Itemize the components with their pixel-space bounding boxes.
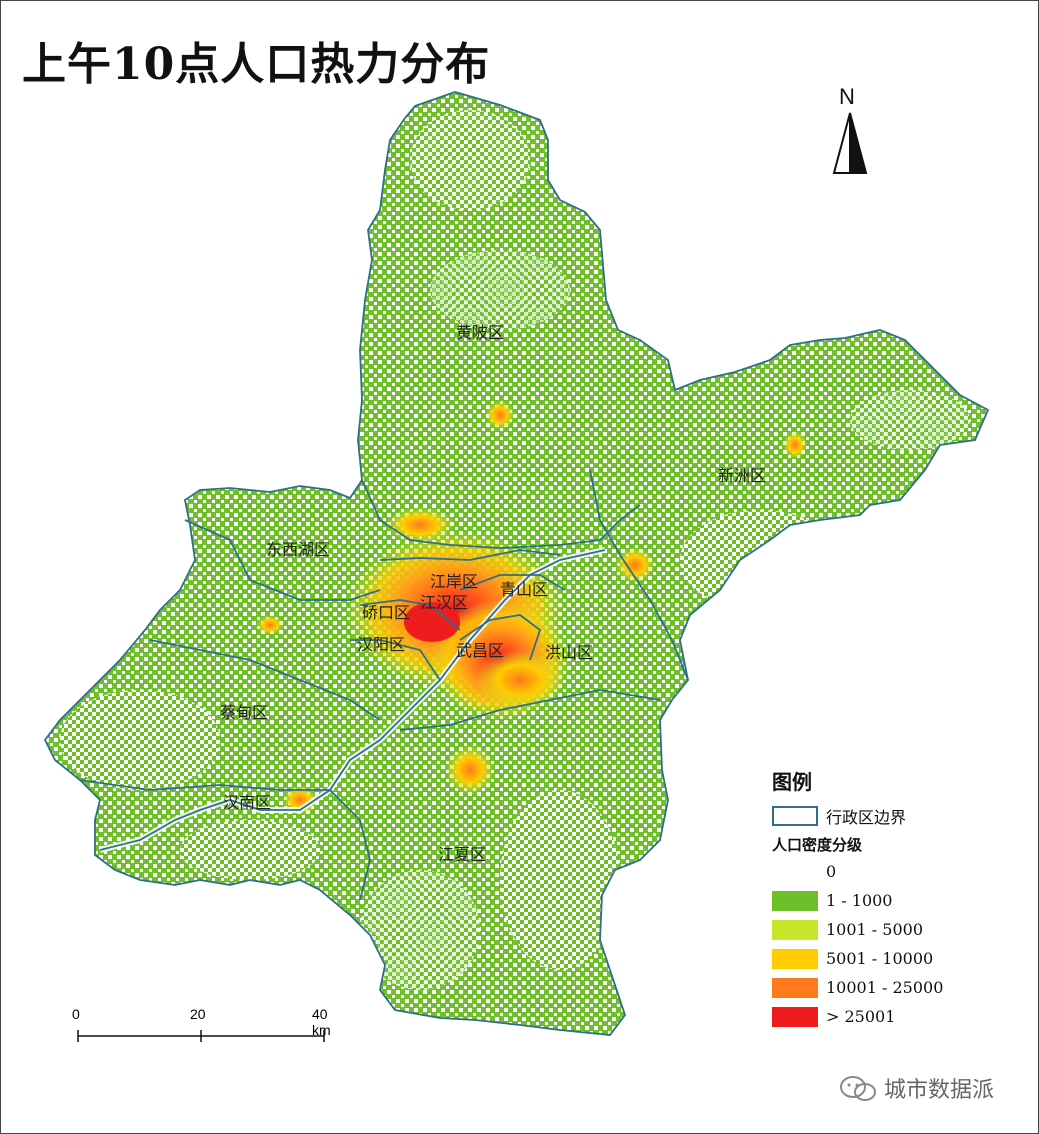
district-label-jiangan: 江岸区 — [430, 572, 478, 591]
district-label-dongxihu: 东西湖区 — [266, 540, 330, 559]
legend-class-row: 10001 - 25000 — [772, 973, 1012, 1002]
legend-swatch — [772, 1006, 818, 1027]
scale-bar: 0 20 40 km — [72, 1006, 342, 1046]
legend-class-row: 1 - 1000 — [772, 886, 1012, 915]
district-label-hongshan: 洪山区 — [545, 643, 593, 662]
district-label-jianghan: 江汉区 — [420, 593, 468, 612]
scale-bar-line — [77, 1030, 325, 1042]
north-arrow-icon — [832, 112, 868, 174]
legend-swatch — [772, 948, 818, 969]
legend-swatch — [772, 890, 818, 911]
scale-tick-20: 20 — [190, 1006, 206, 1022]
district-label-wuchang: 武昌区 — [456, 641, 504, 660]
legend-class-label: 0 — [826, 862, 837, 881]
legend-boundary-row: 行政区边界 — [772, 801, 1012, 830]
district-label-hanyang: 汉阳区 — [357, 635, 405, 654]
legend-class-label: > 25001 — [826, 1007, 896, 1026]
legend-class-label: 5001 - 10000 — [826, 949, 934, 968]
legend-density-title: 人口密度分级 — [772, 836, 863, 854]
district-label-qingshan: 青山区 — [500, 580, 548, 599]
legend-classes: 0 1 - 1000 1001 - 5000 5001 - 10000 1000… — [772, 857, 1012, 1031]
legend: 图例 行政区边界 人口密度分级 0 1 - 1000 1001 - 5000 5… — [772, 766, 1012, 1031]
legend-class-label: 1 - 1000 — [826, 891, 893, 910]
district-label-xinzhou: 新洲区 — [718, 466, 766, 485]
legend-swatch — [772, 861, 818, 882]
scale-tick-40: 40 km — [312, 1006, 331, 1038]
boundary-swatch — [772, 805, 818, 826]
legend-swatch — [772, 977, 818, 998]
map-title: 上午10点人口热力分布 — [22, 39, 491, 90]
district-label-caidian: 蔡甸区 — [220, 703, 268, 722]
legend-class-label: 10001 - 25000 — [826, 978, 944, 997]
district-label-jiangxia: 江夏区 — [438, 845, 486, 864]
legend-class-label: 1001 - 5000 — [826, 920, 924, 939]
scale-tick-0: 0 — [72, 1006, 80, 1022]
wechat-icon — [840, 1076, 876, 1101]
legend-boundary-label: 行政区边界 — [826, 807, 907, 827]
watermark: 城市数据派 — [838, 1072, 994, 1104]
legend-class-row: 0 — [772, 857, 1012, 886]
legend-title: 图例 — [772, 770, 812, 794]
district-boundaries — [44, 91, 989, 1036]
north-label: N — [839, 84, 855, 109]
legend-swatch — [772, 919, 818, 940]
district-label-qiaokou: 硚口区 — [362, 603, 410, 622]
legend-class-row: > 25001 — [772, 1002, 1012, 1031]
district-label-hannan: 汉南区 — [223, 793, 271, 812]
district-labels: 黄陂区 新洲区 东西湖区 江岸区 江汉区 青山区 硚口区 汉阳区 武昌区 洪山区… — [220, 323, 766, 864]
legend-class-row: 1001 - 5000 — [772, 915, 1012, 944]
watermark-text: 城市数据派 — [884, 1078, 995, 1103]
district-label-huangpi: 黄陂区 — [456, 323, 504, 342]
legend-class-row: 5001 - 10000 — [772, 944, 1012, 973]
